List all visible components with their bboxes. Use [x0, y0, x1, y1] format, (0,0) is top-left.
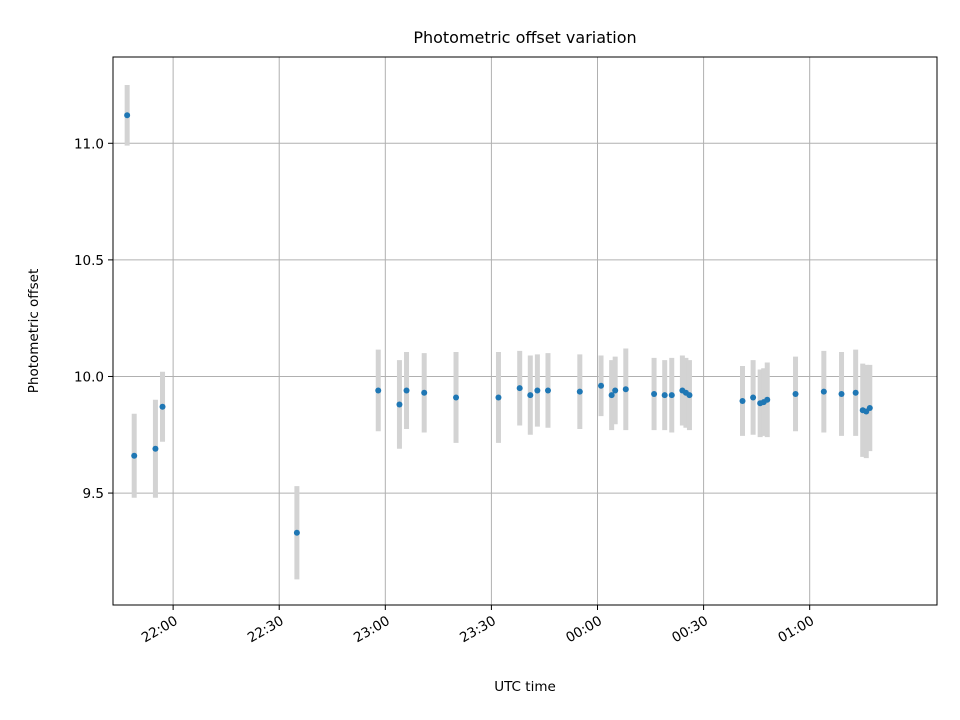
- y-tick-label: 11.0: [74, 136, 104, 152]
- data-point: [375, 387, 382, 394]
- data-point: [598, 382, 605, 389]
- data-point: [159, 403, 166, 410]
- data-point: [453, 394, 460, 401]
- y-tick-label: 10.5: [74, 253, 104, 269]
- data-point: [612, 387, 619, 394]
- x-tick-label: 22:30: [245, 613, 287, 646]
- data-point: [576, 388, 583, 395]
- data-point: [764, 396, 771, 403]
- data-point: [852, 389, 859, 396]
- data-point: [866, 404, 873, 411]
- data-point: [686, 392, 693, 399]
- x-tick-label: 00:30: [669, 613, 711, 646]
- data-point: [124, 112, 131, 119]
- x-axis-ticks: 22:00 22:30 23:00 23:30 00:00 00:30 01:00: [139, 605, 817, 646]
- data-point: [544, 387, 551, 394]
- data-point: [739, 397, 746, 404]
- data-point: [668, 392, 675, 399]
- x-axis-label: UTC time: [494, 679, 556, 695]
- data-point: [403, 387, 410, 394]
- data-point: [293, 529, 300, 536]
- y-axis-ticks: 9.5 10.0 10.5 11.0: [74, 136, 113, 502]
- data-point: [622, 386, 629, 393]
- grid-lines: [113, 57, 937, 605]
- y-tick-label: 10.0: [74, 369, 104, 385]
- data-point: [838, 390, 845, 397]
- x-tick-label: 22:00: [139, 613, 181, 646]
- data-point: [750, 394, 757, 401]
- data-point: [820, 388, 827, 395]
- chart-title: Photometric offset variation: [413, 28, 636, 47]
- data-point: [396, 401, 403, 408]
- data-point: [608, 392, 615, 399]
- data-point: [421, 389, 428, 396]
- data-point: [534, 387, 541, 394]
- data-point: [495, 394, 502, 401]
- data-point: [131, 452, 138, 459]
- y-tick-label: 9.5: [83, 486, 104, 502]
- plot-frame: [112, 56, 938, 606]
- data-point: [152, 445, 159, 452]
- data-point: [792, 390, 799, 397]
- y-axis-label: Photometric offset: [26, 269, 42, 393]
- data-point: [651, 390, 658, 397]
- x-tick-label: 01:00: [775, 613, 817, 646]
- x-tick-label: 23:30: [457, 613, 499, 646]
- data-point: [527, 392, 534, 399]
- data-point: [661, 392, 668, 399]
- error-bars: [124, 84, 873, 580]
- x-tick-label: 23:00: [351, 613, 393, 646]
- data-point: [516, 385, 523, 392]
- x-tick-label: 00:00: [563, 613, 605, 646]
- data-points: [124, 112, 873, 536]
